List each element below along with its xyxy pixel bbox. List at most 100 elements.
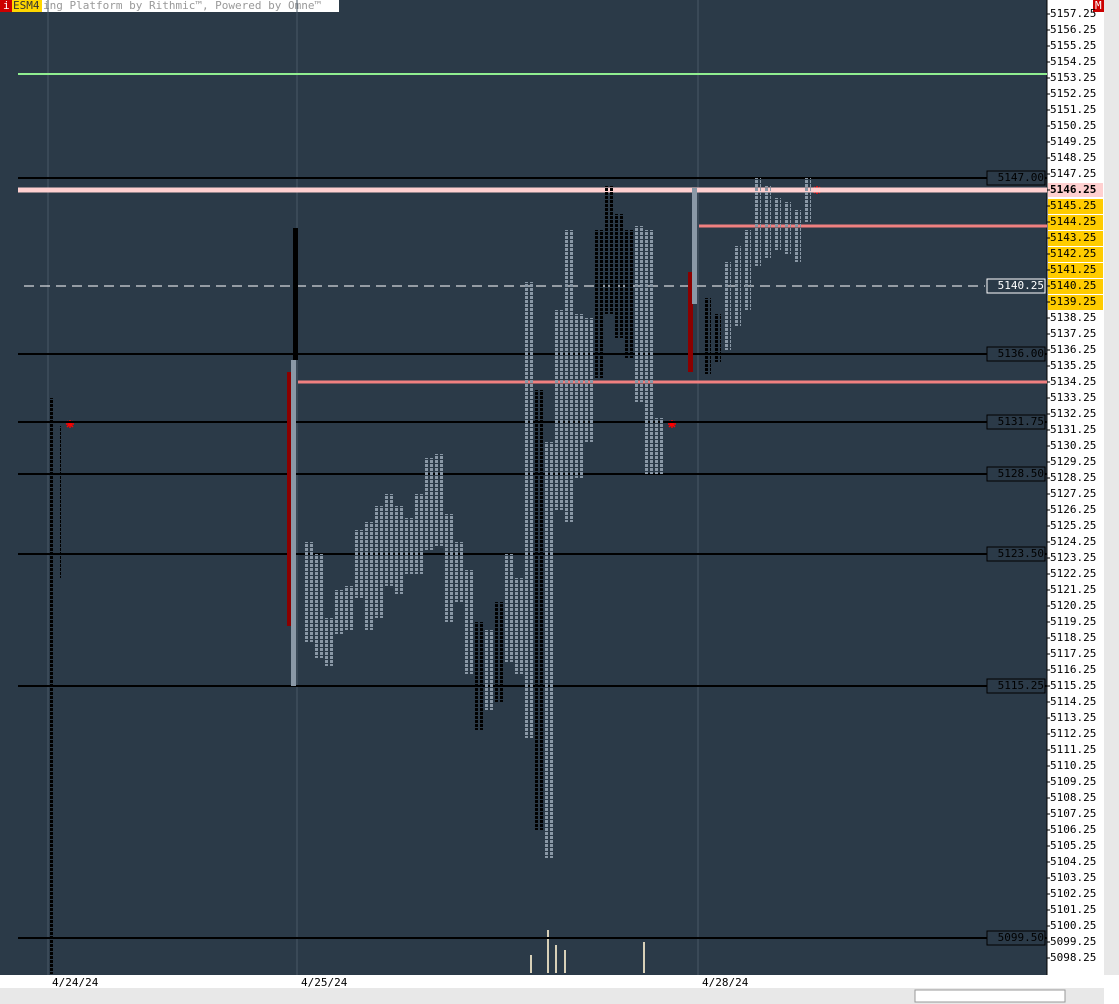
date-label: 4/24/24 [52,976,99,989]
price-label: 5145.25 [1050,199,1096,212]
initial-balance-bar [287,372,292,626]
level-label: 5123.50 [998,547,1044,560]
profile-column [753,178,761,266]
initial-balance-bar [293,228,298,360]
profile-column [585,318,593,442]
symbol: ESM4 [13,0,40,12]
price-label: 5148.25 [1050,151,1096,164]
profile-column [645,230,653,474]
price-label: 5154.25 [1050,55,1096,68]
level-label: 5131.75 [998,415,1044,428]
level-label: 5128.50 [998,467,1044,480]
price-label: 5106.25 [1050,823,1096,836]
price-label: 5116.25 [1050,663,1096,676]
profile-column [595,230,603,378]
profile-column [615,214,623,338]
h-scrollbar[interactable] [0,988,1104,1004]
profile-column [58,426,61,578]
profile-column [505,554,513,662]
profile-column [335,590,343,634]
price-label: 5149.25 [1050,135,1096,148]
price-label: 5111.25 [1050,743,1096,756]
profile-column [475,622,483,730]
price-label: 5157.25 [1050,7,1096,20]
value-area-bg [1048,295,1103,310]
level-label-box [986,278,1046,294]
price-label: 5104.25 [1050,855,1096,868]
level-label-box [986,678,1046,694]
volume-bar [555,945,557,973]
price-label: 5146.25 [1050,183,1096,196]
profile-column [525,282,533,738]
level-label-box [986,546,1046,562]
bottom-strip [0,975,1104,988]
badge-left[interactable] [0,0,12,12]
value-area-bg [1048,215,1103,230]
price-label: 5135.25 [1050,359,1096,372]
price-label: 5152.25 [1050,87,1096,100]
profile-column [655,418,663,474]
price-label: 5155.25 [1050,39,1096,52]
profile-column [743,230,751,310]
price-label: 5130.25 [1050,439,1096,452]
profile-column [635,226,643,402]
profile-column [305,542,313,642]
price-label: 5105.25 [1050,839,1096,852]
title-box [42,0,339,12]
price-label: 5100.25 [1050,919,1096,932]
profile-column [773,198,781,250]
price-label: 5110.25 [1050,759,1096,772]
current-price-bg [1048,183,1103,197]
level-label-box [986,466,1046,482]
profile-column [455,542,463,602]
v-scrollbar[interactable] [1104,0,1119,975]
level-label: 5115.25 [998,679,1044,692]
price-label: 5147.25 [1050,167,1096,180]
price-label: 5112.25 [1050,727,1096,740]
value-area-bg [1048,247,1103,262]
price-label: 5120.25 [1050,599,1096,612]
price-label: 5098.25 [1050,951,1096,964]
scroll-thumb[interactable] [914,989,1066,1003]
profile-column [515,578,523,674]
initial-balance-bar [692,188,697,304]
price-label: 5151.25 [1050,103,1096,116]
price-label: 5117.25 [1050,647,1096,660]
profile-column [425,458,433,550]
price-label: 5143.25 [1050,231,1096,244]
level-label-box [986,170,1046,186]
profile-column [405,518,413,574]
profile-column [713,314,721,362]
initial-balance-bar [291,360,296,686]
profile-column [50,398,53,974]
price-label: 5141.25 [1050,263,1096,276]
price-label: 5138.25 [1050,311,1096,324]
plot-area [0,0,1047,975]
price-label: 5128.25 [1050,471,1096,484]
value-area-bg [1048,279,1103,294]
price-label: 5134.25 [1050,375,1096,388]
volume-bar [643,942,645,973]
value-area-bg [1048,231,1103,246]
profile-column [555,310,563,510]
price-label: 5121.25 [1050,583,1096,596]
profile-column [485,630,493,710]
badge-right[interactable] [1093,0,1104,12]
price-label: 5102.25 [1050,887,1096,900]
level-label: 5147.00 [998,171,1044,184]
profile-column [535,390,543,830]
price-label: 5142.25 [1050,247,1096,260]
date-label: 4/25/24 [301,976,348,989]
level-label-box [986,346,1046,362]
level-label-box [986,930,1046,946]
price-label: 5150.25 [1050,119,1096,132]
profile-column [365,522,373,630]
price-label: 5115.25 [1050,679,1096,692]
price-label: 5153.25 [1050,71,1096,84]
symbol-box[interactable] [12,0,42,12]
price-label: 5118.25 [1050,631,1096,644]
volume-bar [530,955,532,973]
price-label: 5140.25 [1050,279,1096,292]
star-marker [66,420,74,428]
